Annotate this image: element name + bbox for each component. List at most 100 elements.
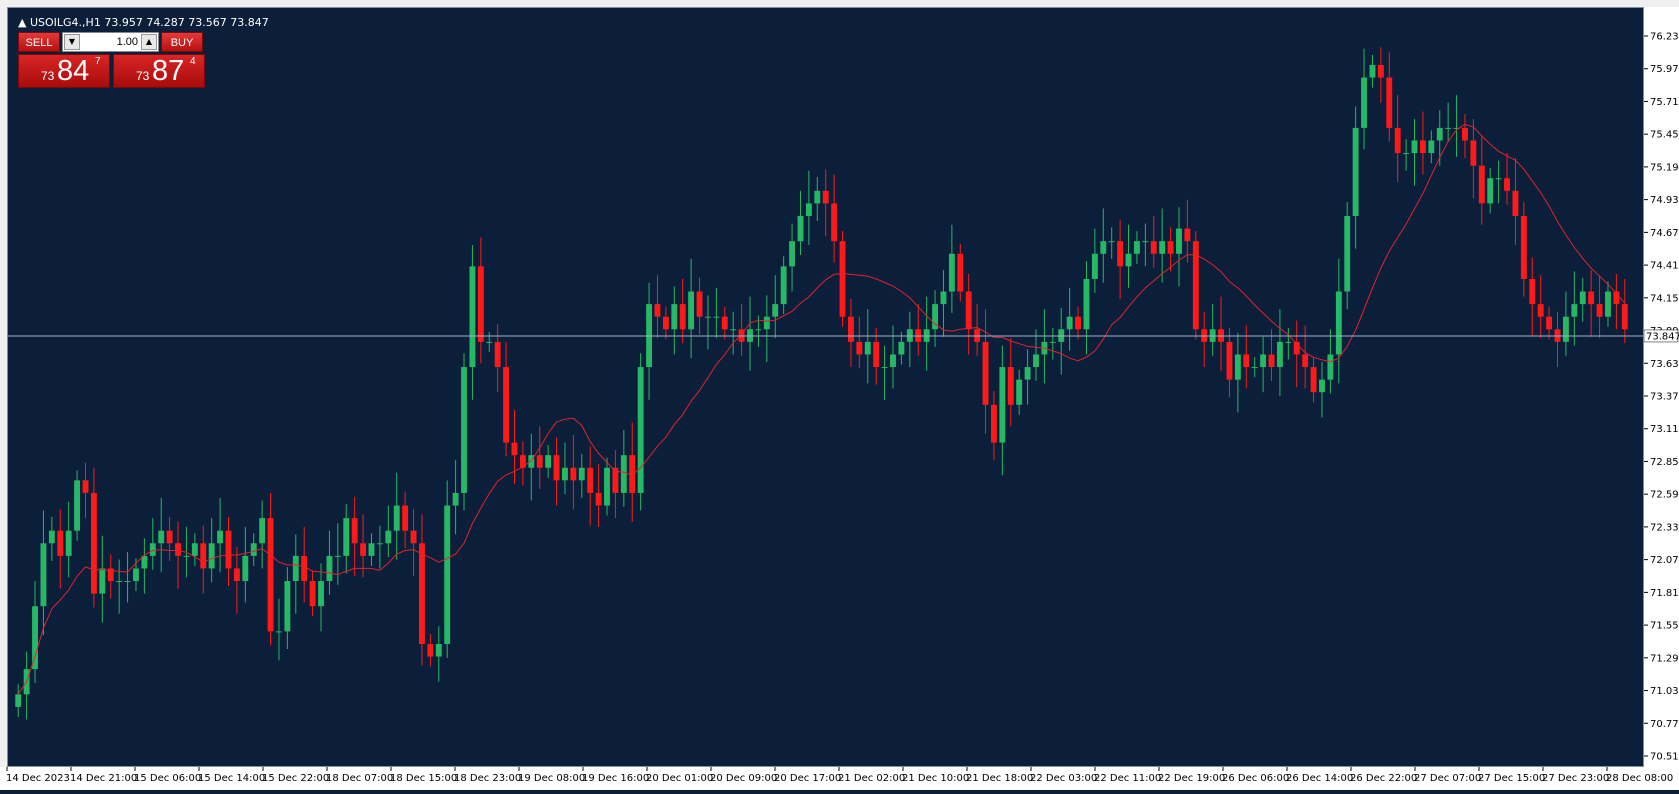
candle-body [1192,241,1199,330]
time-tick-label: 18 Dec 07:00 [326,773,393,784]
candle-body [1529,278,1536,305]
candle-body [511,442,518,456]
candle-body [1377,64,1384,78]
time-tick-label: 28 Dec 08:00 [1606,773,1673,784]
candle-body [368,543,375,556]
price-tick-label: 73.630 [1650,359,1679,370]
buy-button[interactable]: BUY [161,32,203,52]
time-tick-label: 20 Dec 09:00 [710,773,777,784]
time-tick-label: 15 Dec 22:00 [262,773,329,784]
candle-body [595,492,602,506]
time-axis[interactable]: 14 Dec 2023 14 Dec 21:00 15 Dec 06:00 15 De… [0,767,1679,790]
price-tick-label: 75.450 [1650,130,1679,141]
candle-body [259,518,266,544]
candle-body [873,341,880,368]
candle-body [351,518,358,544]
candle-body [292,555,299,582]
lot-size-input[interactable]: 1.00 [116,36,138,48]
time-tick-label: 19 Dec 08:00 [518,773,585,784]
candle-body [982,341,989,405]
time-tick-label: 19 Dec 16:00 [582,773,649,784]
price-tick-label: 76.230 [1650,32,1679,43]
price-tick-label: 74.410 [1650,261,1679,272]
candle-body [999,367,1006,443]
candle-body [452,492,459,506]
candle-body [553,455,560,481]
candle-body [48,530,55,544]
candlestick-chart[interactable] [8,8,1643,766]
candle-body [688,291,695,330]
price-axis[interactable]: 76.230 75.970 75.710 75.450 75.190 74.930 74.6… [1643,7,1679,767]
candle-body [881,367,888,369]
time-tick-label: 21 Dec 18:00 [966,773,1033,784]
candle-body [57,530,64,556]
candle-body [1495,178,1502,180]
candle-body [1159,241,1166,254]
sell-price-sup: 7 [95,56,101,67]
candle-body [1462,127,1468,141]
candle-body [587,467,594,493]
candle-body [1033,354,1039,368]
candle-body [1066,316,1073,330]
candle-body [469,266,476,368]
candle-body [183,555,190,557]
candle-body [797,216,804,242]
candle-body [309,581,316,607]
sell-price-box[interactable]: 73 84 7 [18,54,110,88]
candle-body [864,341,871,355]
time-tick-label: 20 Dec 01:00 [646,773,713,784]
candle-body [1478,165,1485,204]
candle-body [1445,127,1452,129]
lot-size-stepper[interactable]: ▼ 1.00 ▲ [62,32,159,52]
sell-button[interactable]: SELL [18,32,60,52]
candle-body [990,404,997,443]
candle-body [116,581,123,583]
candle-body [1100,241,1107,254]
candle-body [217,530,224,544]
time-tick-label: 22 Dec 11:00 [1094,773,1161,784]
buy-price-box[interactable]: 73 87 4 [113,54,205,88]
collapse-triangle-icon[interactable]: ▲ [18,16,27,29]
candle-body [730,329,737,331]
candle-body [1268,354,1275,368]
candle-body [503,367,510,443]
candle-body [1344,216,1351,292]
candle-body [570,467,577,481]
time-tick-label: 22 Dec 03:00 [1030,773,1097,784]
candle-body [1537,304,1544,317]
candle-body [65,530,72,556]
candle-body [1419,140,1426,154]
candle-body [1579,291,1586,305]
price-tick-label: 71.030 [1650,686,1679,697]
candle-body [1142,241,1149,243]
candle-body [90,492,97,594]
price-tick-label: 70.510 [1650,752,1679,763]
candle-body [402,505,409,531]
candle-body [200,543,207,569]
candle-body [1243,354,1250,368]
candle-body [419,543,425,644]
lot-decrease-icon[interactable]: ▼ [64,34,80,50]
candle-body [662,316,669,330]
time-tick-label: 27 Dec 07:00 [1414,773,1481,784]
candle-body [1520,216,1527,279]
current-price-label: 73.847 [1643,329,1679,342]
chart-area[interactable]: ▲ USOILG4.,H1 73.957 74.287 73.567 73.84… [7,7,1644,767]
candle-body [948,253,955,292]
candle-body [772,304,779,317]
candle-body [133,568,139,582]
candle-body [940,291,947,305]
time-tick-label: 15 Dec 14:00 [198,773,265,784]
candle-body [435,643,442,657]
lot-increase-icon[interactable]: ▲ [141,34,157,50]
candle-body [1512,190,1519,216]
candle-body [1091,253,1098,279]
candle-body [1394,127,1401,154]
time-tick-label: 14 Dec 2023 [6,773,70,784]
one-click-trading-panel: SELL ▼ 1.00 ▲ BUY 73 84 7 73 87 4 [18,31,205,88]
price-tick-label: 71.290 [1650,653,1679,664]
candle-body [158,530,165,544]
candle-body [1327,354,1334,380]
